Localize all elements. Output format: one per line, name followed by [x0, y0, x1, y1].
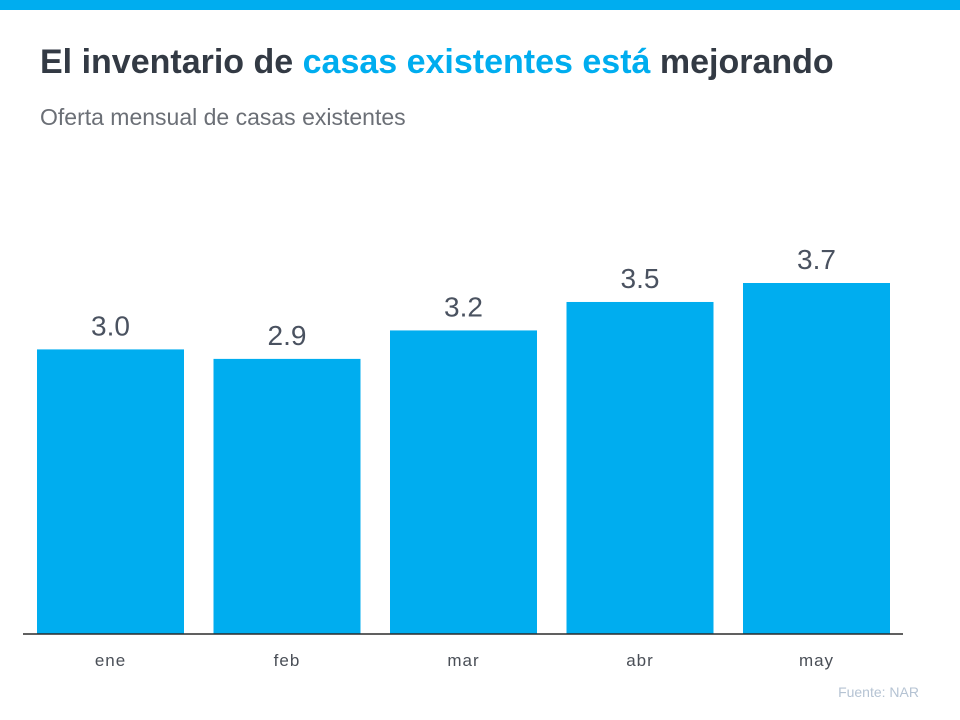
chart-subtitle: Oferta mensual de casas existentes	[40, 104, 406, 130]
bar-mar	[390, 330, 537, 634]
chart-title: El inventario de casas existentes está m…	[40, 42, 834, 82]
source-note: Fuente: NAR	[838, 684, 919, 700]
bar-may	[743, 283, 890, 634]
bar-feb	[213, 358, 361, 634]
bar-abr	[566, 301, 714, 634]
data-label-feb: 2.9	[268, 320, 307, 351]
tick-label-feb: feb	[274, 651, 301, 670]
data-label-mar: 3.2	[444, 291, 483, 322]
tick-label-may: may	[799, 651, 834, 670]
tick-label-ene: ene	[95, 651, 126, 670]
title-part-highlight: casas existentes está	[302, 43, 651, 81]
tick-label-abr: abr	[626, 651, 654, 670]
data-label-abr: 3.5	[621, 263, 660, 294]
data-label-may: 3.7	[797, 244, 836, 275]
tick-label-mar: mar	[447, 651, 479, 670]
bar-ene	[37, 349, 184, 634]
top-accent-bar	[0, 0, 960, 10]
data-label-ene: 3.0	[91, 310, 130, 341]
title-part-1: El inventario de	[40, 43, 303, 81]
title-part-3: mejorando	[650, 43, 834, 81]
